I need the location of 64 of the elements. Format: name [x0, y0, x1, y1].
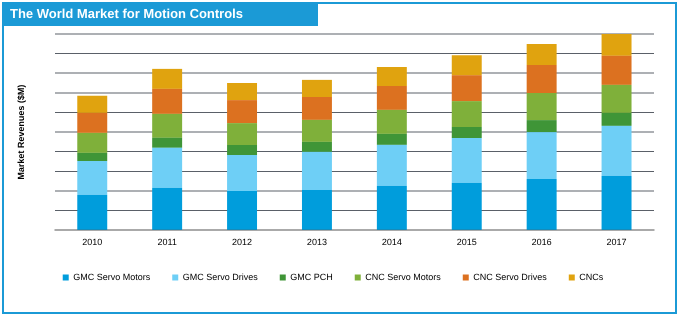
- bar: [602, 112, 632, 126]
- x-tick-label: 2012: [232, 237, 252, 248]
- y-axis-title: Market Revenues ($M): [16, 84, 26, 180]
- bar: [77, 112, 108, 133]
- bar: [526, 120, 557, 132]
- bar: [152, 138, 182, 148]
- x-tick-label: 2011: [157, 237, 177, 248]
- bar: [452, 138, 482, 183]
- bar: [302, 120, 332, 142]
- bar: [302, 80, 332, 97]
- bar: [602, 34, 632, 56]
- bar: [227, 155, 258, 191]
- bar: [77, 132, 108, 153]
- bar: [227, 190, 258, 230]
- bar: [302, 142, 332, 152]
- bar: [526, 93, 557, 120]
- bar: [526, 178, 557, 230]
- bar: [152, 188, 182, 230]
- bar: [227, 83, 258, 100]
- bar: [227, 145, 258, 156]
- bar: [452, 101, 482, 127]
- x-tick-label: 2015: [456, 237, 477, 248]
- bar: [526, 132, 557, 179]
- chart-title: The World Market for Motion Controls: [2, 2, 318, 26]
- bar: [302, 152, 332, 190]
- bar: [77, 160, 108, 195]
- bar: [152, 68, 182, 89]
- bar: [452, 75, 482, 102]
- bar: [227, 123, 258, 146]
- legend-label: CNC Servo Motors: [365, 272, 442, 282]
- bar: [452, 182, 482, 230]
- bar: [77, 194, 108, 230]
- x-tick-label: 2013: [306, 237, 327, 248]
- bar: [302, 190, 332, 230]
- bar: [152, 88, 182, 114]
- bar: [452, 127, 482, 138]
- bar: [526, 44, 557, 65]
- bar: [152, 148, 182, 188]
- bar: [152, 114, 182, 138]
- x-tick-label: 2010: [82, 237, 102, 248]
- legend-label: CNCs: [579, 272, 604, 282]
- bar: [227, 100, 258, 124]
- bar: [526, 65, 557, 94]
- bar: [77, 96, 108, 113]
- legend-label: GMC Servo Drives: [182, 272, 258, 282]
- legend-label: GMC Servo Motors: [73, 272, 151, 282]
- bar: [376, 134, 407, 145]
- x-tick-label: 2014: [382, 237, 402, 248]
- bar: [77, 152, 108, 161]
- bar: [376, 144, 407, 186]
- bar: [376, 66, 407, 86]
- bar: [452, 55, 482, 76]
- bar: [302, 96, 332, 120]
- bar: [376, 110, 407, 134]
- bar: [602, 56, 632, 85]
- x-tick-label: 2016: [532, 237, 552, 248]
- legend-label: CNC Servo Drives: [473, 272, 548, 282]
- bar: [376, 186, 407, 230]
- bar: [376, 86, 407, 110]
- bar: [602, 176, 632, 230]
- x-tick-label: 2017: [606, 237, 627, 248]
- legend-label: GMC PCH: [290, 272, 333, 282]
- bar: [602, 126, 632, 176]
- bar: [602, 84, 632, 113]
